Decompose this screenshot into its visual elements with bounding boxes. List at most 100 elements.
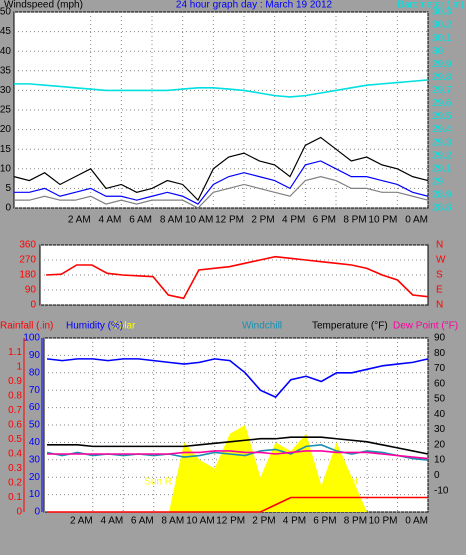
- y-tick-label: 60: [29, 402, 41, 413]
- y2-tick-label: 29.1: [432, 163, 452, 174]
- y2-tick-label: 70: [434, 363, 446, 374]
- x-tick-label: 8 PM: [343, 215, 366, 226]
- x-tick-label: 12 PM: [215, 215, 244, 226]
- y2-tick-label: 30.1: [432, 33, 452, 44]
- y2-tick-label: E: [436, 285, 443, 296]
- x-tick-label: 2 PM: [251, 215, 274, 226]
- y2-tick-label: 29.8: [432, 72, 452, 83]
- y3-tick-label: 0.4: [8, 449, 22, 460]
- y2-tick-label: 28.9: [432, 190, 452, 201]
- y3-tick-label: 0.6: [8, 420, 22, 431]
- y2-tick-label: -10: [434, 485, 449, 496]
- y-tick-label: 360: [19, 240, 36, 251]
- legend-entry: Dew Point (°F): [393, 321, 458, 332]
- y-axis-label: Windspeed (mph): [4, 0, 83, 11]
- y2-tick-label: 29.2: [432, 150, 452, 161]
- y-tick-label: 0: [5, 203, 11, 214]
- legend-entry: Temperature (°F): [312, 321, 388, 332]
- x-tick-label: 0 AM: [405, 516, 428, 527]
- y-tick-label: 5: [5, 183, 11, 194]
- y2-tick-label: 60: [434, 378, 446, 389]
- legend-entry: Rainfall (.in): [0, 321, 53, 332]
- y3-tick-label: 0.9: [8, 376, 22, 387]
- series-line: [14, 79, 429, 98]
- y-tick-label: 45: [0, 26, 11, 37]
- y-tick-label: 30: [29, 454, 41, 465]
- y3-tick-label: 1: [16, 362, 22, 373]
- y-tick-label: 180: [19, 270, 36, 281]
- y2-tick-label: N: [436, 300, 443, 311]
- y3-tick-label: 0.1: [8, 492, 22, 503]
- y-tick-label: 10: [0, 163, 11, 174]
- solar-area: [47, 425, 429, 512]
- x-tick-label: 4 AM: [100, 516, 123, 527]
- y2-tick-label: 10: [434, 455, 446, 466]
- y3-tick-label: 0.7: [8, 405, 22, 416]
- y-tick-label: 100: [23, 333, 40, 344]
- series-line: [46, 255, 429, 300]
- x-tick-label: 6 AM: [129, 215, 152, 226]
- x-tick-label: 4 PM: [283, 516, 306, 527]
- y2-tick-label: 50: [434, 394, 446, 405]
- series-line: [13, 136, 429, 202]
- y-tick-label: 15: [0, 144, 11, 155]
- y2-axis-label: Barometer (.in): [397, 0, 464, 11]
- x-tick-label: 10 PM: [368, 215, 397, 226]
- plot-area: [13, 11, 429, 209]
- y2-tick-label: 30.2: [432, 20, 452, 31]
- y2-tick-label: 40: [434, 409, 446, 420]
- y2-tick-label: S: [436, 270, 443, 281]
- y2-tick-label: 29.4: [432, 124, 452, 135]
- series-line: [14, 176, 429, 209]
- x-tick-label: 12 PM: [216, 516, 245, 527]
- y3-tick-label: 0.8: [8, 391, 22, 402]
- y-tick-label: 20: [0, 124, 11, 135]
- y2-tick-label: 30.3: [432, 7, 452, 18]
- y3-tick-label: 0.3: [8, 463, 22, 474]
- y-tick-label: 35: [0, 65, 11, 76]
- y2-tick-label: 29.3: [432, 137, 452, 148]
- y-tick-label: 30: [0, 85, 11, 96]
- y-tick-label: 10: [29, 489, 41, 500]
- x-tick-label: 0 AM: [405, 215, 428, 226]
- y-tick-label: 40: [29, 437, 41, 448]
- x-tick-label: 10 PM: [369, 516, 398, 527]
- x-tick-label: 4 AM: [99, 215, 122, 226]
- y2-tick-label: 30: [432, 46, 444, 57]
- legend-entry: Windchill: [242, 321, 282, 332]
- plot-area: [39, 244, 429, 306]
- x-tick-label: 6 AM: [131, 516, 154, 527]
- y-tick-label: 50: [0, 7, 11, 18]
- y-tick-label: 20: [29, 472, 41, 483]
- x-tick-label: 8 AM: [160, 215, 183, 226]
- x-tick-label: 2 PM: [252, 516, 275, 527]
- y3-tick-label: 0.2: [8, 478, 22, 489]
- y2-tick-label: 29.7: [432, 85, 452, 96]
- legend-entry: Solar: [112, 321, 136, 332]
- x-tick-label: 8 AM: [161, 516, 184, 527]
- y2-tick-label: 80: [434, 348, 446, 359]
- y2-tick-label: 29.6: [432, 98, 452, 109]
- y2-tick-label: 20: [434, 439, 446, 450]
- y2-tick-label: 28.8: [432, 203, 452, 214]
- y-tick-label: 80: [29, 367, 41, 378]
- y-tick-label: 90: [29, 350, 41, 361]
- x-tick-label: 10 AM: [186, 516, 214, 527]
- y-tick-label: 0: [30, 300, 36, 311]
- y3-tick-label: 1.1: [8, 347, 22, 358]
- y3-tick-label: 0: [16, 507, 22, 518]
- annotation: Sun R: [144, 477, 172, 488]
- y-tick-label: 70: [29, 385, 41, 396]
- x-tick-label: 6 PM: [313, 215, 336, 226]
- x-tick-label: 4 PM: [282, 215, 305, 226]
- y2-tick-label: 29.9: [432, 59, 452, 70]
- x-tick-label: 2 AM: [68, 215, 91, 226]
- x-tick-label: 2 AM: [70, 516, 93, 527]
- y-tick-label: 90: [25, 285, 37, 296]
- x-tick-label: 6 PM: [313, 516, 336, 527]
- x-tick-label: 10 AM: [185, 215, 213, 226]
- y2-tick-label: 0: [434, 470, 440, 481]
- chart-title: 24 hour graph day : March 19 2012: [176, 0, 333, 11]
- y2-tick-label: 30: [434, 424, 446, 435]
